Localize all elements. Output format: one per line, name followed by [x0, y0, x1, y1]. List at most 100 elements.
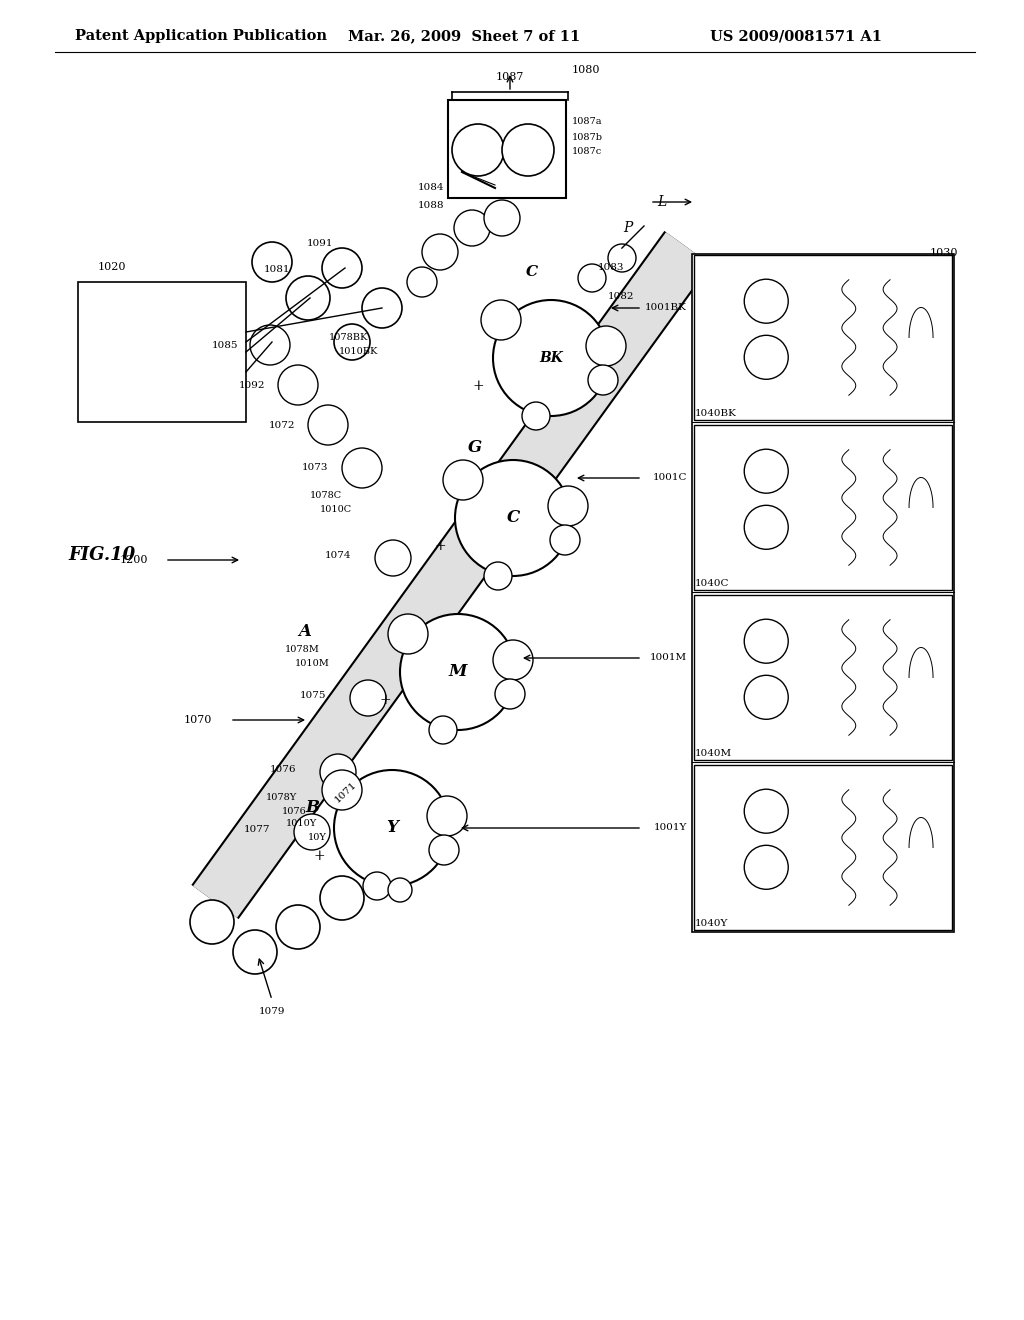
Text: +: +	[379, 693, 391, 708]
Circle shape	[319, 876, 364, 920]
Circle shape	[278, 366, 318, 405]
Text: 1074: 1074	[325, 552, 351, 561]
Circle shape	[322, 770, 362, 810]
Circle shape	[362, 288, 402, 327]
Circle shape	[342, 447, 382, 488]
Text: 1020: 1020	[98, 261, 127, 272]
Circle shape	[308, 405, 348, 445]
Text: 1078C: 1078C	[310, 491, 342, 500]
Circle shape	[744, 845, 788, 890]
Text: +: +	[472, 379, 483, 393]
Circle shape	[481, 300, 521, 341]
Circle shape	[407, 267, 437, 297]
Circle shape	[586, 326, 626, 366]
Bar	[694, 255, 952, 420]
Circle shape	[362, 873, 391, 900]
Text: 1030: 1030	[930, 248, 958, 257]
Circle shape	[429, 836, 459, 865]
Text: 1010M: 1010M	[295, 659, 330, 668]
Circle shape	[502, 124, 554, 176]
Circle shape	[744, 506, 788, 549]
Text: 1073: 1073	[301, 463, 328, 473]
Circle shape	[322, 248, 362, 288]
Circle shape	[744, 676, 788, 719]
Text: 1079: 1079	[259, 1007, 286, 1016]
Circle shape	[427, 796, 467, 836]
Circle shape	[493, 640, 534, 680]
Text: 1082: 1082	[608, 292, 635, 301]
Circle shape	[608, 244, 636, 272]
Text: Mar. 26, 2009  Sheet 7 of 11: Mar. 26, 2009 Sheet 7 of 11	[348, 29, 581, 44]
Circle shape	[250, 325, 290, 366]
Text: 1083: 1083	[598, 263, 625, 272]
Text: 1085: 1085	[212, 341, 238, 350]
Circle shape	[455, 459, 571, 576]
Text: Y: Y	[386, 820, 398, 837]
Text: M: M	[449, 664, 467, 681]
Circle shape	[550, 525, 580, 554]
Bar	[78, 282, 246, 422]
Text: 1078Y: 1078Y	[266, 793, 297, 803]
Text: 1010Y: 1010Y	[286, 820, 317, 829]
Text: 1088: 1088	[418, 201, 444, 210]
Circle shape	[495, 678, 525, 709]
Circle shape	[294, 814, 330, 850]
Text: 1070: 1070	[183, 715, 212, 725]
Circle shape	[493, 300, 609, 416]
Circle shape	[190, 900, 234, 944]
Text: G: G	[468, 440, 482, 457]
Text: 1001BK: 1001BK	[645, 304, 687, 313]
Circle shape	[484, 562, 512, 590]
Circle shape	[276, 906, 319, 949]
Text: 1087c: 1087c	[572, 148, 602, 157]
Text: +: +	[313, 849, 325, 863]
Text: C: C	[526, 265, 538, 279]
Text: 1071: 1071	[333, 780, 358, 804]
Circle shape	[334, 323, 370, 360]
Circle shape	[454, 210, 490, 246]
Bar	[694, 595, 952, 760]
Circle shape	[522, 403, 550, 430]
Text: 10Y: 10Y	[308, 833, 327, 842]
Text: FIG.10: FIG.10	[68, 546, 135, 564]
Circle shape	[350, 680, 386, 715]
Text: 1001M: 1001M	[650, 653, 687, 663]
Text: 1077: 1077	[244, 825, 270, 834]
Circle shape	[334, 770, 450, 886]
Circle shape	[422, 234, 458, 271]
Text: 1040C: 1040C	[695, 579, 729, 587]
Text: 1040BK: 1040BK	[695, 409, 737, 418]
Circle shape	[744, 280, 788, 323]
Circle shape	[429, 715, 457, 744]
Circle shape	[578, 264, 606, 292]
Text: 1076: 1076	[269, 766, 296, 775]
Text: 1040Y: 1040Y	[695, 919, 728, 928]
Text: 1092: 1092	[239, 380, 265, 389]
Text: 1072: 1072	[268, 421, 295, 429]
Text: B: B	[305, 800, 319, 817]
Circle shape	[744, 619, 788, 663]
Circle shape	[252, 242, 292, 282]
Text: A: A	[299, 623, 311, 640]
Circle shape	[744, 789, 788, 833]
Text: 1087b: 1087b	[572, 132, 603, 141]
Circle shape	[588, 366, 618, 395]
Text: +: +	[434, 539, 445, 553]
Text: 1001C: 1001C	[652, 474, 687, 483]
Circle shape	[484, 201, 520, 236]
Text: 1091: 1091	[307, 239, 334, 248]
Circle shape	[233, 931, 278, 974]
Circle shape	[375, 540, 411, 576]
Text: 1040M: 1040M	[695, 748, 732, 758]
Text: 1010BK: 1010BK	[339, 346, 378, 355]
Circle shape	[319, 754, 356, 789]
Text: 1081: 1081	[263, 265, 290, 275]
Circle shape	[286, 276, 330, 319]
Circle shape	[744, 335, 788, 379]
Text: 1200: 1200	[120, 554, 148, 565]
Text: 1078BK: 1078BK	[329, 334, 368, 342]
Bar	[449, 100, 566, 198]
Text: 1076: 1076	[283, 807, 307, 816]
Bar	[692, 253, 954, 932]
Circle shape	[443, 459, 483, 500]
